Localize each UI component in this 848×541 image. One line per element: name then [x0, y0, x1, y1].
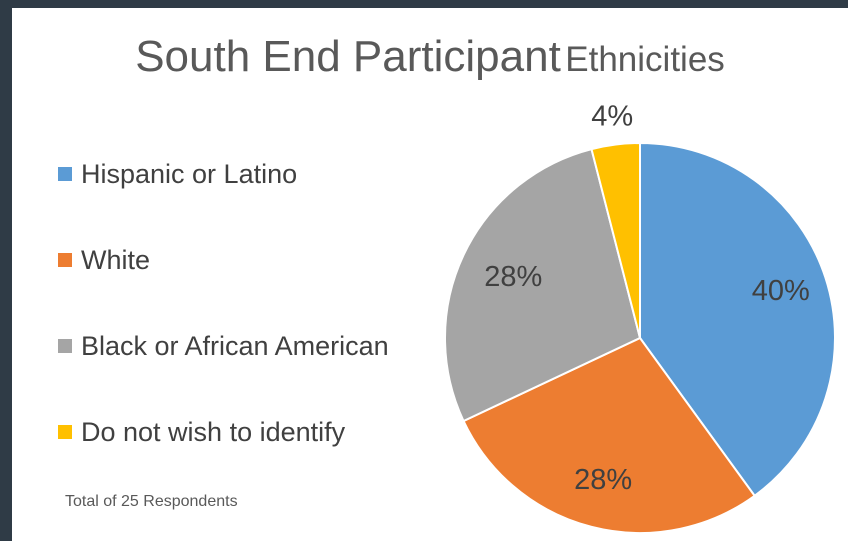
legend-swatch: [58, 425, 72, 439]
data-label-white: 28%: [574, 464, 632, 496]
legend-label: White: [81, 244, 151, 275]
chart-title-main: South End Participant: [135, 32, 561, 81]
legend-item-do-not-wish-to-identify: Do not wish to identify: [58, 416, 389, 448]
pie-slice-hispanic-or-latino: [639, 141, 836, 498]
legend-item-white: White: [58, 244, 389, 276]
legend-swatch: [58, 167, 72, 181]
chart-title-secondary: Ethnicities: [565, 40, 725, 79]
data-label-do-not-wish-to-identify: 4%: [591, 100, 633, 132]
data-label-hispanic-or-latino: 40%: [752, 275, 810, 307]
legend-item-black-or-african-american: Black or African American: [58, 330, 389, 362]
respondent-count-note: Total of 25 Respondents: [65, 493, 238, 510]
pie-slice-black-or-african-american: [444, 147, 642, 423]
chart-panel: South End Participant Ethnicities Hispan…: [12, 8, 848, 541]
chart-title: South End Participant Ethnicities: [12, 32, 848, 82]
legend-swatch: [58, 339, 72, 353]
pie-chart: 40% 28% 28% 4%: [444, 100, 836, 534]
chart-legend: Hispanic or Latino White Black or Africa…: [58, 158, 389, 502]
legend-item-hispanic-or-latino: Hispanic or Latino: [58, 158, 389, 190]
legend-label: Black or African American: [81, 330, 389, 361]
legend-label: Hispanic or Latino: [81, 158, 298, 189]
data-label-black-or-african-american: 28%: [484, 261, 542, 293]
legend-label: Do not wish to identify: [81, 416, 346, 447]
pie-slice-white: [462, 336, 757, 534]
legend-swatch: [58, 253, 72, 267]
pie-slice-do-not-wish-to-identify: [590, 141, 641, 339]
